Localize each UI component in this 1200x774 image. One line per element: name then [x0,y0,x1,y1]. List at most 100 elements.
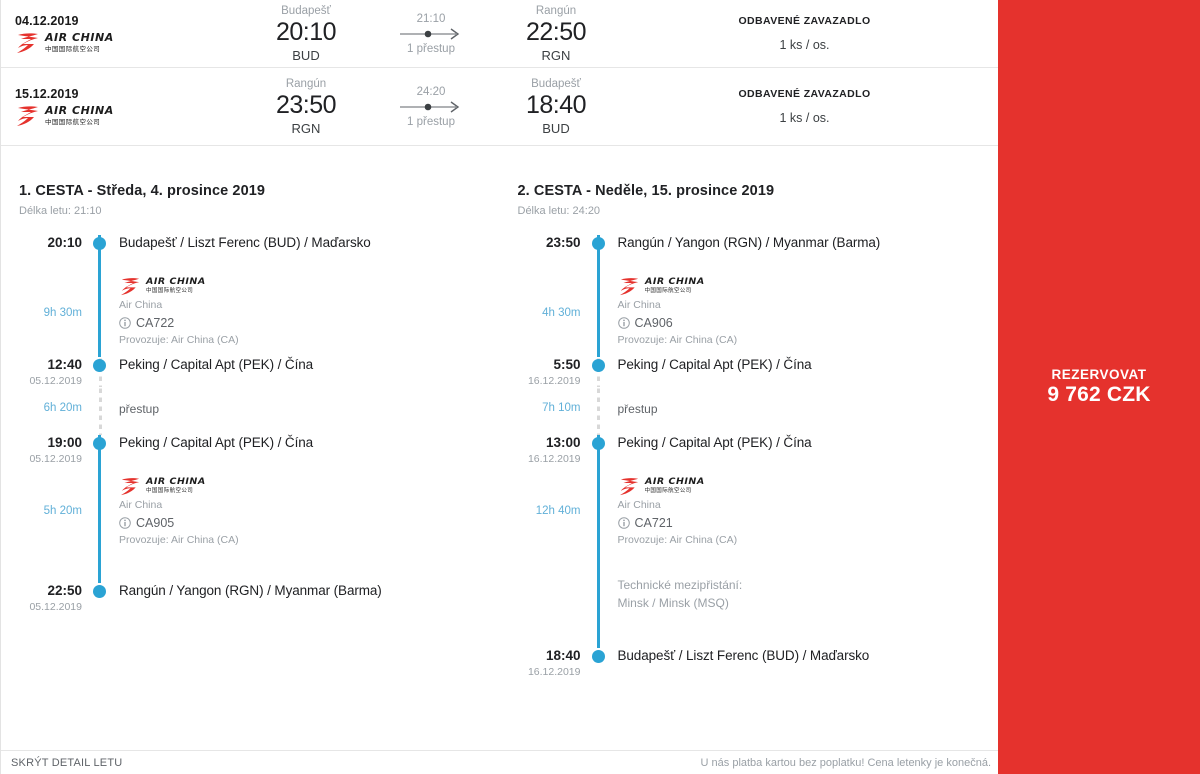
hide-detail-link[interactable]: SKRÝT DETAIL LETU [11,756,123,769]
stops-count: 1 přestup [407,115,455,128]
baggage-title: ODBAVENÉ ZAVAZADLO [738,15,871,27]
air-china-logo: AIR CHINA 中国国际航空公司 [15,32,241,54]
summary-departure: Rangún 23:50 RGN [241,78,371,136]
stop-date: 16.12.2019 [527,666,581,678]
segment-flight-number-row: CA721 [617,516,999,530]
reserve-button[interactable]: REZERVOVAT 9 762 CZK [998,0,1200,774]
air-china-logo: AIR CHINA 中国国际航空公司 [15,105,241,127]
air-china-logo: AIR CHINA 中国国际航空公司 [119,277,500,296]
arrival-iata: BUD [542,120,570,136]
reserve-price: 9 762 CZK [1047,383,1151,407]
air-china-logo: AIR CHINA 中国国际航空公司 [119,477,500,496]
stop-time: 13:00 [545,435,581,450]
phoenix-icon [121,278,140,296]
stop-date: 16.12.2019 [527,375,581,387]
summary-date-airline: 04.12.2019 AIR CHINA 中国国际航空公司 [1,14,241,54]
itinerary-duration: Délka letu: 21:10 [19,205,102,217]
airline-name: AIR CHINA [45,32,114,44]
timeline-stop: 12:40 05.12.2019 Peking / Capital Apt (P… [19,357,500,387]
airline-name-cn: 中国国际航空公司 [644,288,692,295]
itinerary-return: 2. CESTA - Neděle, 15. prosince 2019 Dél… [500,183,999,678]
airline-name-cn: 中国国际航空公司 [45,44,101,53]
arrival-city: Rangún [535,4,577,17]
airline-name-cn: 中国国际航空公司 [644,488,692,495]
segment-flight-number: CA721 [634,516,673,530]
segment-carrier: Air China [617,299,661,311]
detail-footer: SKRÝT DETAIL LETU U nás platba kartou be… [1,750,999,774]
timeline-flight-segment: 12h 40m AIR CHINA [518,465,999,648]
itinerary-outbound: 1. CESTA - Středa, 4. prosince 2019 Délk… [1,183,500,678]
phoenix-icon [619,478,638,496]
stop-name: Budapešť / Liszt Ferenc (BUD) / Maďarsko [617,648,870,663]
tech-stop-label: Technické mezipřistání: [617,578,743,592]
flight-summary-row[interactable]: 15.12.2019 AIR CHINA 中国国际航空公司 Rangún [1,68,998,146]
baggage-value: 1 ks / os. [779,38,830,52]
summary-arrival: Budapešť 18:40 BUD [491,78,621,136]
layover-duration: 6h 20m [43,402,82,414]
baggage-value: 1 ks / os. [779,111,830,125]
info-icon[interactable] [617,317,630,329]
info-icon[interactable] [617,517,630,529]
info-icon[interactable] [119,517,131,529]
phoenix-icon [619,278,638,296]
stop-time: 23:50 [545,235,581,250]
stop-name: Peking / Capital Apt (PEK) / Čína [119,435,314,450]
stop-date: 05.12.2019 [29,601,82,613]
air-china-logo: AIR CHINA 中国国际航空公司 [618,277,999,296]
timeline-flight-segment: 4h 30m AIR CHINA [518,261,999,357]
summary-route-arrow: 24:20 1 přestup [371,86,491,128]
segment-flight-number-row: CA905 [119,516,500,530]
itinerary-title: 1. CESTA - Středa, 4. prosince 2019 [19,183,266,199]
phoenix-icon [17,105,38,126]
segment-flight-number: CA722 [136,316,175,330]
timeline-layover-segment: 6h 20m přestup [19,387,500,435]
segment-carrier: Air China [119,499,163,511]
timeline-stop: 22:50 05.12.2019 Rangún / Yangon (RGN) /… [19,583,500,613]
segment-duration: 9h 30m [43,307,82,319]
summary-baggage: ODBAVENÉ ZAVAZADLO 1 ks / os. [621,15,998,52]
baggage-title: ODBAVENÉ ZAVAZADLO [738,88,871,100]
segment-carrier: Air China [617,499,661,511]
summary-date: 15.12.2019 [15,86,79,101]
stop-time: 18:40 [545,648,581,663]
timeline-layover-segment: 7h 10m přestup [518,387,999,435]
segment-duration: 5h 20m [43,505,82,517]
airline-name: AIR CHINA [45,105,114,117]
arrival-iata: RGN [541,47,571,63]
timeline-dot [93,237,106,250]
summary-date-airline: 15.12.2019 AIR CHINA 中国国际航空公司 [1,87,241,127]
stop-date: 05.12.2019 [29,453,82,465]
timeline-stop: 5:50 16.12.2019 Peking / Capital Apt (PE… [518,357,999,387]
stop-name: Budapešť / Liszt Ferenc (BUD) / Maďarsko [119,235,371,250]
segment-operated-by: Provozuje: Air China (CA) [617,534,738,546]
info-icon[interactable] [119,317,131,329]
segment-carrier: Air China [119,299,163,311]
segment-flight-number: CA906 [634,316,673,330]
air-china-logo: AIR CHINA 中国国际航空公司 [618,477,999,496]
departure-city: Budapešť [281,4,331,17]
departure-time: 20:10 [275,17,337,46]
stop-time: 19:00 [47,435,82,450]
stop-name: Peking / Capital Apt (PEK) / Čína [617,435,812,450]
airline-name-cn: 中国国际航空公司 [45,117,101,126]
timeline-stop: 19:00 05.12.2019 Peking / Capital Apt (P… [19,435,500,465]
airline-name: AIR CHINA [146,477,206,488]
segment-operated-by: Provozuje: Air China (CA) [119,334,239,346]
summary-departure: Budapešť 20:10 BUD [241,5,371,63]
departure-city: Rangún [285,77,327,90]
itinerary-duration: Délka letu: 24:20 [517,205,601,217]
stop-name: Peking / Capital Apt (PEK) / Čína [119,357,314,372]
timeline-dot [93,359,106,372]
layover-duration: 7h 10m [542,402,581,414]
timeline-dot [591,650,605,663]
itinerary-timeline: 20:10 Budapešť / Liszt Ferenc (BUD) / Ma… [19,235,500,613]
stops-count: 1 přestup [407,42,455,55]
phoenix-icon [121,478,140,496]
flight-summary-row[interactable]: 04.12.2019 AIR CHINA 中国国际航空公司 Bud [1,0,998,68]
itinerary-title: 2. CESTA - Neděle, 15. prosince 2019 [517,183,775,199]
timeline-flight-segment: 9h 30m AIR CHINA [19,261,500,357]
timeline-dot [93,437,106,450]
timeline-stop: 20:10 Budapešť / Liszt Ferenc (BUD) / Ma… [19,235,500,261]
segment-flight-number-row: CA906 [617,316,999,330]
